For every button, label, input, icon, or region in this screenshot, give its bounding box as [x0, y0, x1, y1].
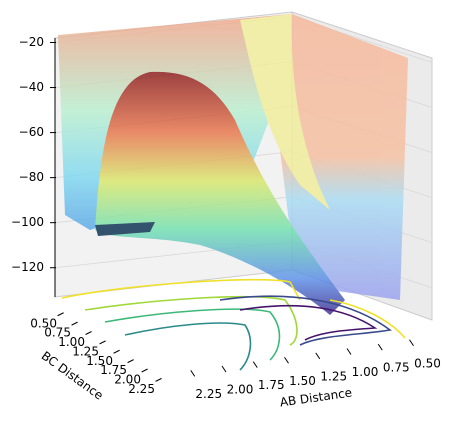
- y-tick: [85, 331, 92, 335]
- y-tick: [155, 377, 162, 382]
- z-tick-label: −40: [19, 80, 44, 94]
- x-tick: [315, 352, 321, 360]
- contour: [61, 278, 301, 301]
- x-axis-label: AB Distance: [279, 386, 353, 410]
- contour: [239, 304, 378, 341]
- x-tick-label: 1.50: [289, 374, 316, 388]
- surface: [58, 14, 408, 316]
- y-tick-label: 1.00: [58, 335, 85, 349]
- y-tick: [113, 349, 120, 354]
- z-tick-label: −20: [19, 35, 44, 49]
- z-tick-label: −120: [11, 260, 44, 274]
- x-tick-label: 1.75: [258, 378, 285, 392]
- y-tick: [57, 312, 64, 317]
- x-tick: [377, 343, 383, 351]
- x-tick: [346, 348, 352, 355]
- y-tick-label: 1.50: [86, 354, 113, 368]
- contours: [61, 278, 406, 371]
- x-tick: [221, 365, 227, 373]
- x-tick-label: 0.50: [414, 356, 441, 370]
- x-tick: [190, 370, 196, 377]
- contour: [84, 295, 298, 346]
- x-tick-label: 0.75: [383, 361, 410, 375]
- y-tick: [127, 359, 134, 364]
- x-tick-label: 2.00: [227, 383, 254, 397]
- y-tick: [141, 368, 148, 373]
- x-tick: [252, 361, 258, 368]
- surface-hump: [95, 71, 345, 316]
- contour: [104, 308, 281, 361]
- y-tick-label: 0.75: [44, 326, 71, 340]
- y-tick: [99, 340, 106, 345]
- surface-wall-right: [280, 14, 408, 300]
- x-tick: [409, 339, 414, 347]
- z-tick-label: −80: [19, 170, 44, 184]
- y-tick-label: 0.50: [30, 316, 57, 330]
- contour: [219, 295, 392, 346]
- y-tick-label: 1.75: [100, 363, 127, 377]
- y-tick-label: 2.00: [114, 373, 141, 387]
- y-tick-label: 1.25: [72, 344, 99, 358]
- x-tick-label: 2.25: [195, 387, 222, 401]
- z-tick-label: −60: [19, 125, 44, 139]
- contour: [124, 322, 252, 371]
- y-tick: [71, 321, 78, 326]
- x-tick-label: 1.00: [352, 365, 379, 379]
- z-tick-label: −100: [11, 215, 44, 229]
- surface-path: [95, 222, 155, 236]
- y-tick-label: 2.25: [128, 382, 155, 396]
- surface-ridge: [240, 14, 330, 210]
- x-tick: [284, 356, 289, 364]
- contour: [329, 299, 406, 339]
- x-tick-label: 1.25: [320, 369, 347, 383]
